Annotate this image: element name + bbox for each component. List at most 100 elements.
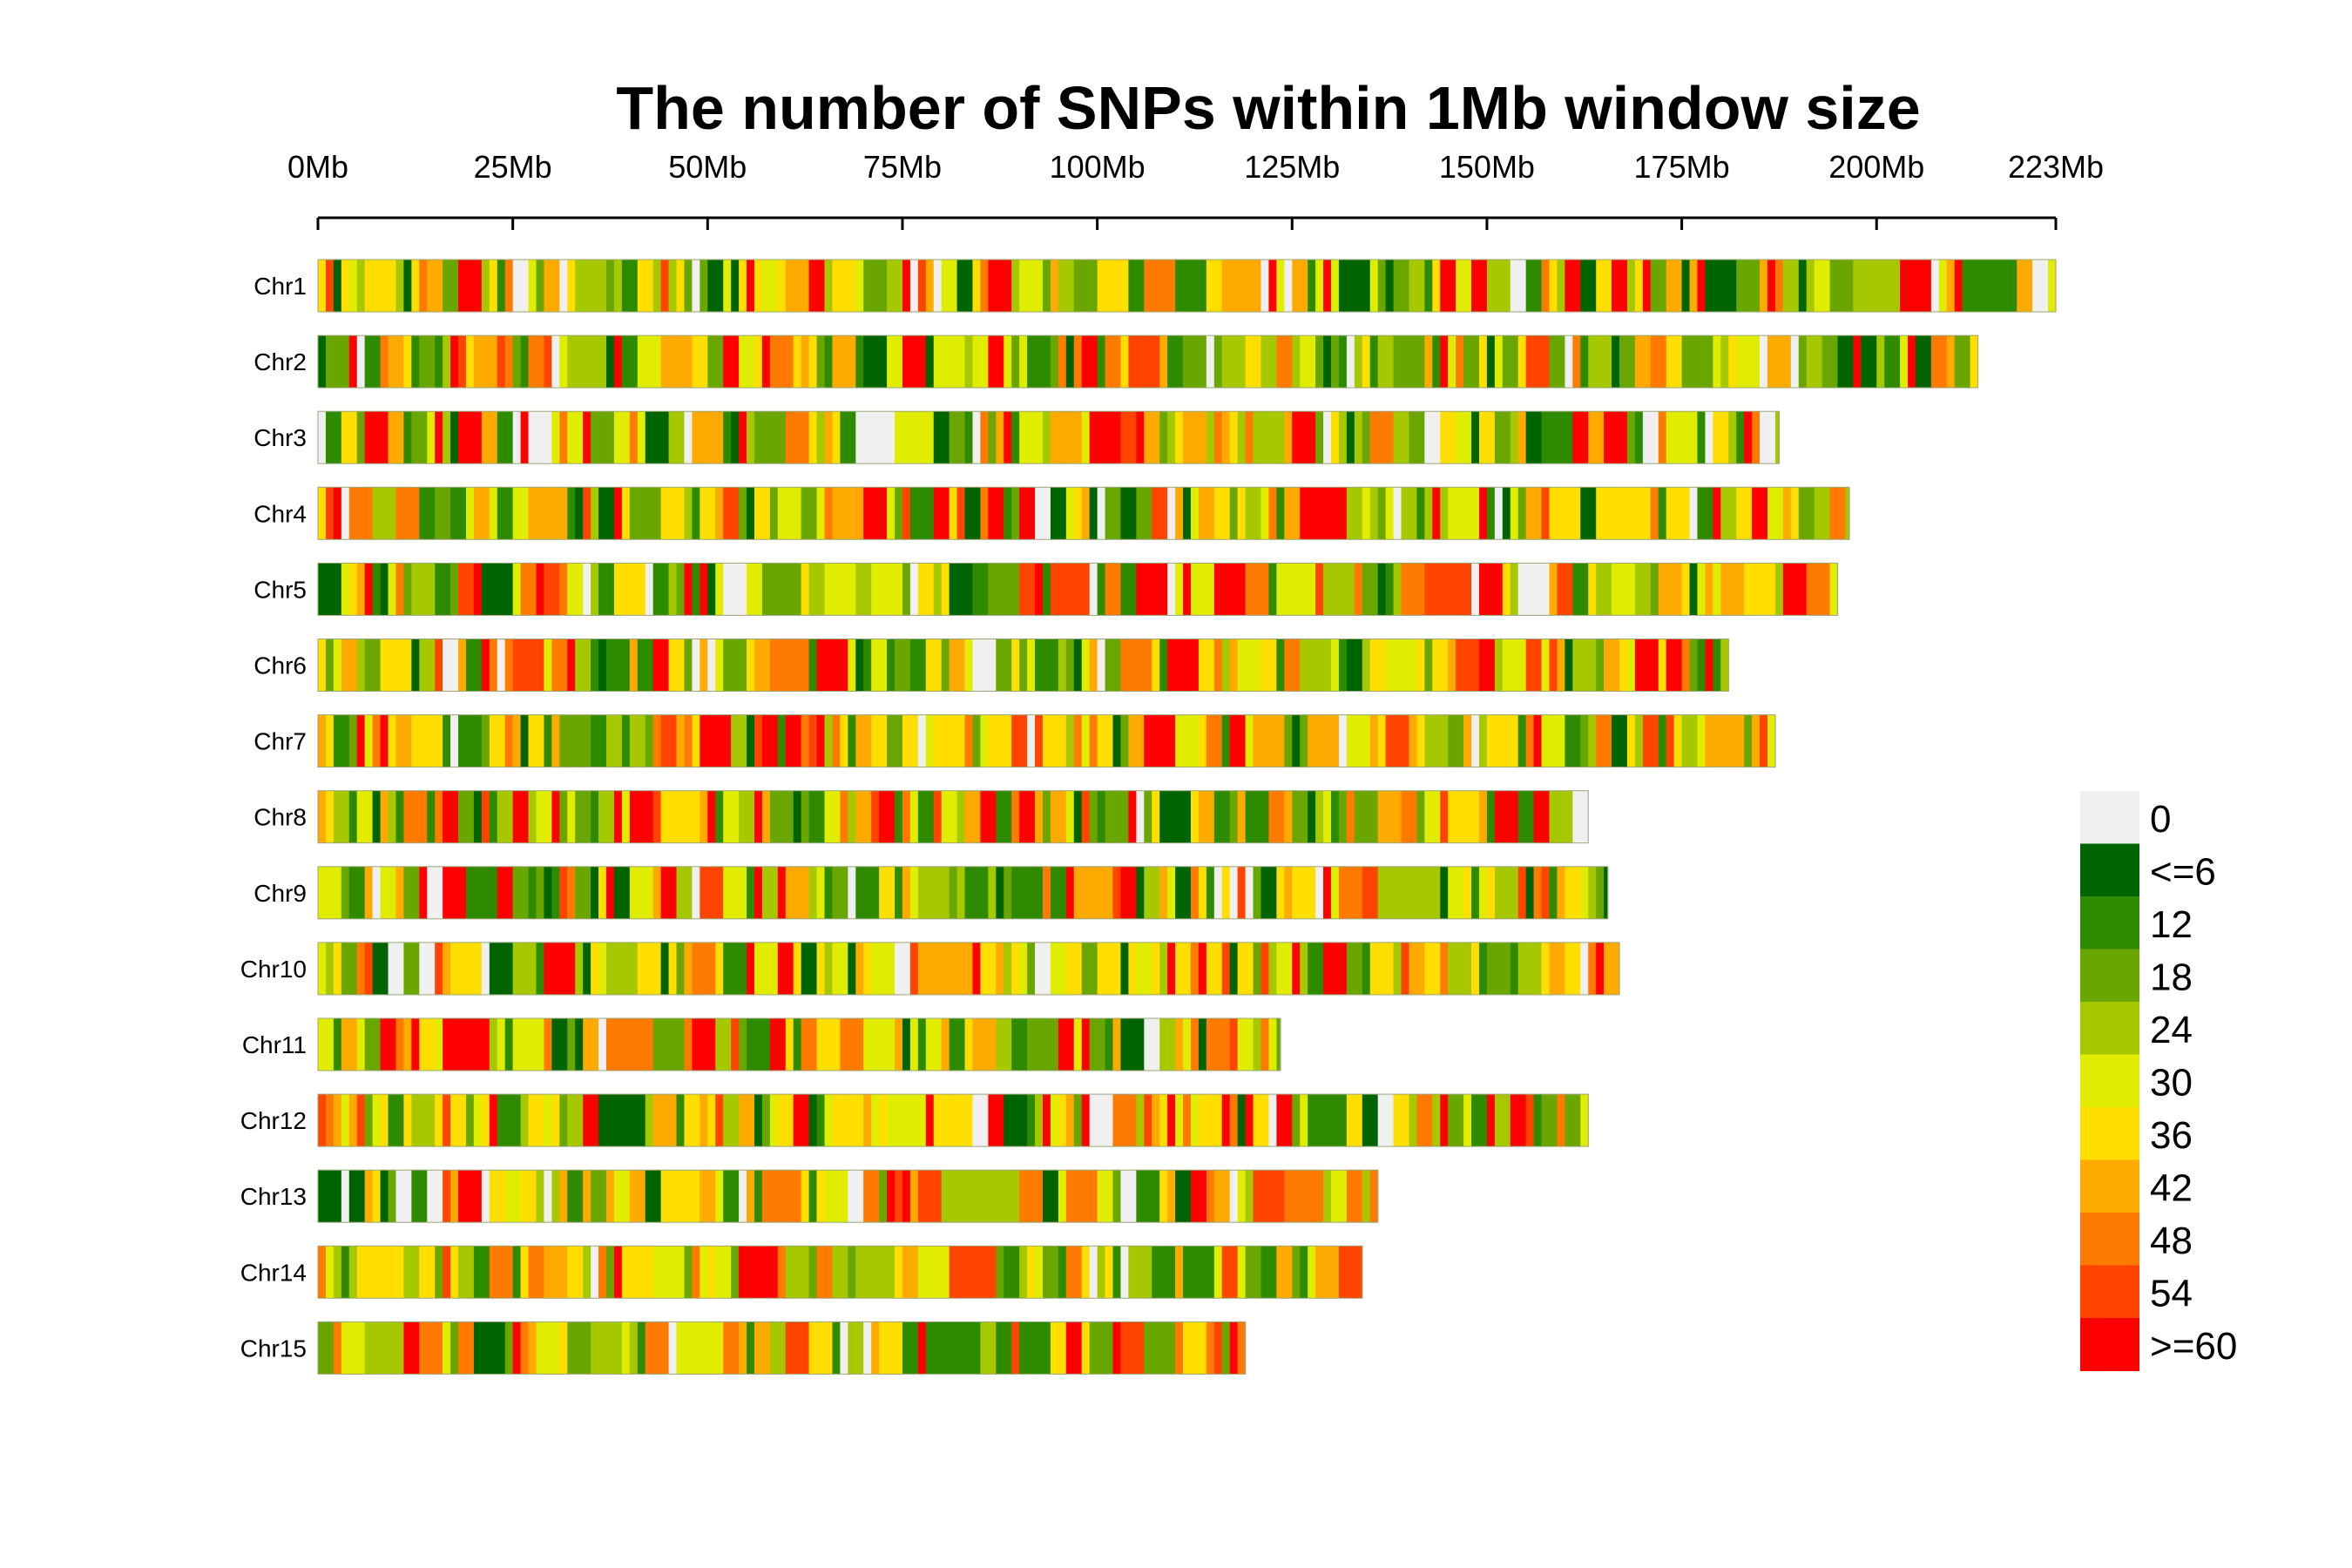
snp-window (1167, 714, 1176, 767)
snp-window (333, 563, 342, 616)
snp-window (863, 1246, 872, 1299)
snp-window (1752, 260, 1761, 312)
snp-window (567, 411, 576, 464)
snp-window (816, 639, 826, 692)
snp-window (933, 1321, 943, 1375)
snp-window (1128, 1018, 1137, 1071)
snp-window (848, 790, 856, 843)
snp-window (1845, 487, 1850, 540)
snp-window (1050, 1321, 1059, 1375)
snp-window (1198, 563, 1207, 616)
snp-window (621, 487, 631, 540)
legend-swatch (2080, 1054, 2139, 1108)
snp-window (808, 563, 818, 616)
snp-window (380, 1321, 389, 1375)
snp-window (1821, 335, 1831, 389)
snp-window (380, 1018, 389, 1071)
snp-window (895, 563, 903, 616)
snp-window (1393, 563, 1402, 616)
snp-window (497, 1018, 506, 1071)
snp-window (1456, 260, 1464, 312)
snp-window (380, 714, 389, 767)
snp-window (1814, 487, 1823, 540)
snp-window (1619, 714, 1628, 767)
snp-window (1011, 260, 1020, 312)
snp-window (1923, 260, 1932, 312)
snp-window (871, 1246, 880, 1299)
snp-window (1292, 260, 1301, 312)
snp-window (1058, 563, 1067, 616)
snp-window (591, 639, 599, 692)
snp-window (769, 487, 779, 540)
snp-window (1331, 714, 1340, 767)
snp-window (1393, 335, 1402, 389)
snp-window (879, 1018, 888, 1071)
snp-window (777, 714, 787, 767)
snp-window (972, 1018, 982, 1071)
x-tick-label: 50Mb (668, 149, 747, 185)
snp-window (909, 260, 919, 312)
snp-window (481, 335, 490, 389)
snp-window (949, 1170, 958, 1223)
snp-window (1385, 260, 1395, 312)
snp-window (1448, 942, 1456, 995)
snp-window (1190, 639, 1200, 692)
x-tick-label: 223Mb (2008, 149, 2104, 185)
snp-window (504, 411, 514, 464)
snp-window (520, 714, 530, 767)
snp-window (793, 1321, 802, 1375)
snp-window (739, 1018, 747, 1071)
snp-window (652, 487, 662, 540)
snp-window (1510, 942, 1519, 995)
snp-window (684, 1246, 693, 1299)
snp-window (1580, 487, 1589, 540)
snp-window (1642, 563, 1652, 616)
snp-window (1456, 942, 1464, 995)
chromosome-label: Chr2 (253, 348, 307, 375)
snp-window (1517, 942, 1527, 995)
snp-window (1510, 866, 1519, 919)
snp-window (1105, 1018, 1114, 1071)
snp-window (700, 942, 708, 995)
snp-window (863, 563, 872, 616)
snp-window (1486, 411, 1496, 464)
snp-window (606, 411, 615, 464)
snp-window (1128, 411, 1137, 464)
snp-window (1004, 335, 1012, 389)
snp-window (863, 714, 872, 767)
snp-window (598, 866, 607, 919)
snp-window (1073, 1246, 1083, 1299)
snp-window (551, 1170, 560, 1223)
snp-window (1011, 411, 1020, 464)
snp-window (808, 866, 818, 919)
snp-window (660, 942, 670, 995)
snp-window (863, 1018, 872, 1071)
snp-window (348, 487, 358, 540)
snp-window (1440, 335, 1449, 389)
snp-window (1004, 487, 1012, 540)
snp-window (598, 487, 607, 540)
snp-window (458, 335, 467, 389)
snp-window (824, 260, 834, 312)
snp-window (606, 335, 615, 389)
x-tick-label: 150Mb (1439, 149, 1535, 185)
snp-window (1136, 1094, 1145, 1147)
snp-window (395, 1094, 405, 1147)
snp-window (1105, 1246, 1114, 1299)
snp-window (450, 790, 459, 843)
snp-window (1876, 335, 1885, 389)
snp-window (1190, 1321, 1200, 1375)
snp-window (1432, 1094, 1441, 1147)
snp-window (1409, 411, 1418, 464)
snp-window (863, 487, 872, 540)
snp-window (411, 942, 420, 995)
snp-window (544, 790, 552, 843)
snp-window (512, 260, 522, 312)
snp-window (1416, 639, 1425, 692)
snp-window (1183, 1170, 1192, 1223)
snp-window (1385, 790, 1395, 843)
snp-window (887, 563, 896, 616)
legend-swatch (2080, 1265, 2139, 1319)
snp-window (356, 1321, 366, 1375)
snp-window (497, 639, 506, 692)
